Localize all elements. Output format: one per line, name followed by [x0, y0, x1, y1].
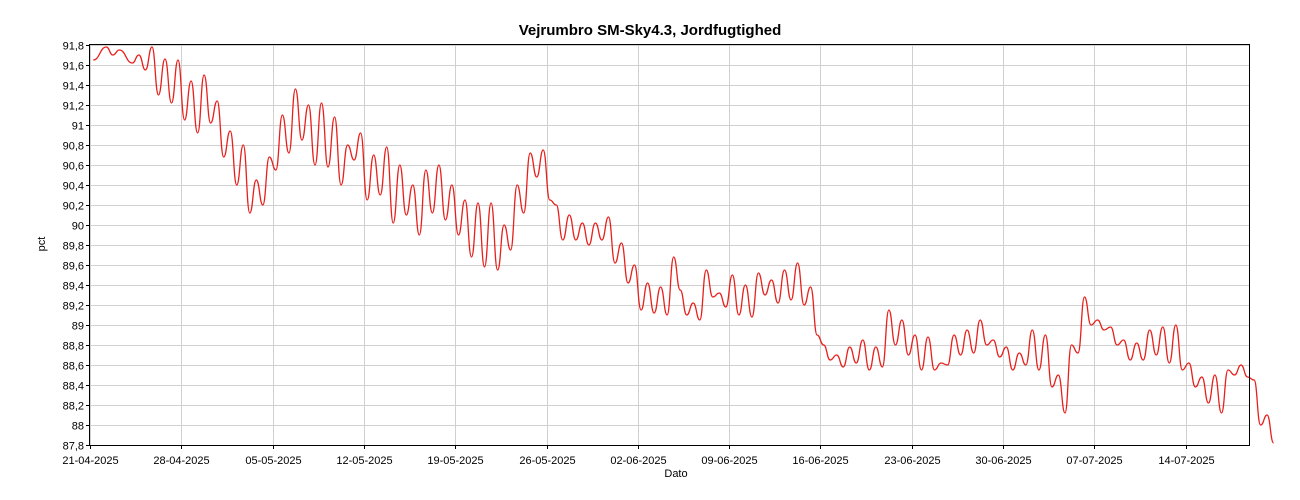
- x-tick-label: 28-04-2025: [153, 455, 209, 467]
- x-tick-label: 19-05-2025: [427, 455, 483, 467]
- y-tick-label: 90,2: [63, 201, 84, 213]
- y-tick-label: 90,8: [63, 141, 84, 153]
- series-line-0: [93, 46, 1275, 444]
- y-tick-label: 91: [72, 121, 84, 133]
- y-tick-label: 91,4: [63, 81, 84, 93]
- y-tick-label: 90: [72, 221, 84, 233]
- x-tick-label: 23-06-2025: [884, 455, 940, 467]
- y-tick-label: 89,8: [63, 241, 84, 253]
- x-tick-label: 07-07-2025: [1066, 455, 1122, 467]
- y-tick-label: 87,8: [63, 441, 84, 453]
- y-tick-label: 89,6: [63, 261, 84, 273]
- x-axis-label: Dato: [664, 468, 687, 480]
- y-tick-label: 89: [72, 321, 84, 333]
- grid: [90, 45, 1249, 446]
- y-axis-ticks: 91,8 91,6 91,4 91,2 91 90,8 90,6 90,4 90,2 90 89,8…: [63, 41, 90, 453]
- y-tick-label: 91,8: [63, 41, 84, 53]
- x-axis-ticks: 21-04-2025 28-04-2025 05-05-2025 12-05-2025…: [62, 445, 1215, 467]
- y-tick-label: 91,6: [63, 61, 84, 73]
- x-tick-label: 02-06-2025: [610, 455, 666, 467]
- y-tick-label: 88,8: [63, 341, 84, 353]
- y-tick-label: 88,6: [63, 361, 84, 373]
- x-tick-label: 14-07-2025: [1158, 455, 1214, 467]
- y-tick-label: 88,2: [63, 401, 84, 413]
- x-tick-label: 21-04-2025: [62, 455, 118, 467]
- x-tick-label: 26-05-2025: [519, 455, 575, 467]
- y-tick-label: 90,4: [63, 181, 84, 193]
- y-tick-label: 88: [72, 421, 84, 433]
- x-tick-label: 05-05-2025: [245, 455, 301, 467]
- y-tick-label: 88,4: [63, 381, 84, 393]
- x-tick-label: 30-06-2025: [975, 455, 1031, 467]
- plot-frame: [89, 44, 1250, 446]
- y-tick-label: 90,6: [63, 161, 84, 173]
- y-tick-label: 89,4: [63, 281, 84, 293]
- x-tick-label: 12-05-2025: [336, 455, 392, 467]
- y-axis-label: pct: [36, 237, 48, 252]
- x-tick-label: 16-06-2025: [792, 455, 848, 467]
- chart-title: Vejrumbro SM-Sky4.3, Jordfugtighed: [519, 22, 782, 39]
- x-tick-label: 09-06-2025: [701, 455, 757, 467]
- y-tick-label: 89,2: [63, 301, 84, 313]
- series-layer: [93, 46, 1275, 444]
- y-tick-label: 91,2: [63, 101, 84, 113]
